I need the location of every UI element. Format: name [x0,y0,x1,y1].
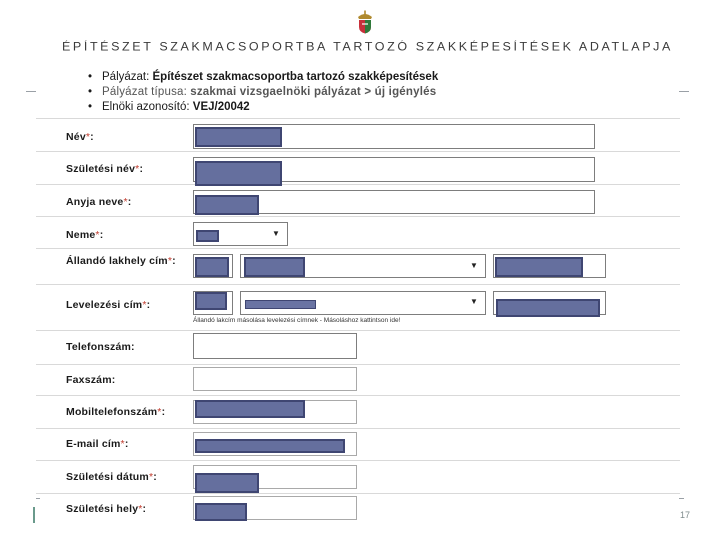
redacted-value [195,503,247,521]
phone-input[interactable] [193,333,357,359]
permanent-address-label: Állandó lakhely cím*: [66,255,176,267]
divider [36,428,680,429]
email-label: E-mail cím*: [66,438,129,450]
redacted-value [195,439,345,453]
redacted-value [195,161,282,186]
info-row-palyazat: • Pályázat: Építészet szakmacsoportba tar… [88,71,439,83]
divider [36,493,680,494]
redacted-value [244,257,305,277]
fax-input[interactable] [193,367,357,391]
redacted-value [195,400,305,418]
redacted-value [195,127,282,147]
mother-name-input[interactable] [193,190,595,214]
redacted-value [496,299,600,317]
redacted-value [195,292,227,310]
redacted-value [195,195,259,215]
right-side-marker [679,91,689,92]
left-footer-marker [36,498,40,499]
divider [36,248,680,249]
chevron-down-icon[interactable]: ▼ [470,261,478,270]
redacted-value [195,473,259,493]
divider [36,284,680,285]
redacted-value [245,300,316,309]
info-row-tipus: • Pályázat típusa: szakmai vizsgaelnöki p… [88,86,437,98]
mobile-label: Mobiltelefonszám*: [66,406,166,418]
divider [36,395,680,396]
application-info: • Pályázat: Építészet szakmacsoportba tar… [88,70,438,115]
coat-of-arms-icon [358,10,372,34]
divider [36,118,680,119]
info-row-azonosito: • Elnöki azonosító: VEJ/20042 [88,101,250,113]
fax-label: Faxszám: [66,374,116,386]
chevron-down-icon[interactable]: ▼ [272,229,280,238]
right-footer-marker [679,498,684,499]
copy-address-link[interactable]: Állandó lakcím másolása levelezési címne… [193,317,401,324]
left-side-marker [26,91,36,92]
divider [36,151,680,152]
redacted-value [196,230,219,242]
mailing-address-label: Levelezési cím*: [66,299,151,311]
birth-date-label: Születési dátum*: [66,471,157,483]
birth-name-label: Születési név*: [66,163,144,175]
divider [36,216,680,217]
left-accent-bar [33,507,35,523]
page-number: 17 [680,510,691,520]
birth-place-label: Születési hely*: [66,503,147,515]
mother-name-label: Anyja neve*: [66,196,132,208]
redacted-value [495,257,583,277]
gender-label: Neme*: [66,229,104,241]
divider [36,460,680,461]
page-title: ÉPÍTÉSZET SZAKMACSOPORTBA TARTOZÓ SZAKKÉ… [62,40,673,54]
divider [36,330,680,331]
divider [36,184,680,185]
phone-label: Telefonszám: [66,341,135,353]
mailing-city-select[interactable] [240,291,486,315]
chevron-down-icon[interactable]: ▼ [470,297,478,306]
name-label: Név*: [66,131,94,143]
divider [36,364,680,365]
redacted-value [195,257,229,277]
